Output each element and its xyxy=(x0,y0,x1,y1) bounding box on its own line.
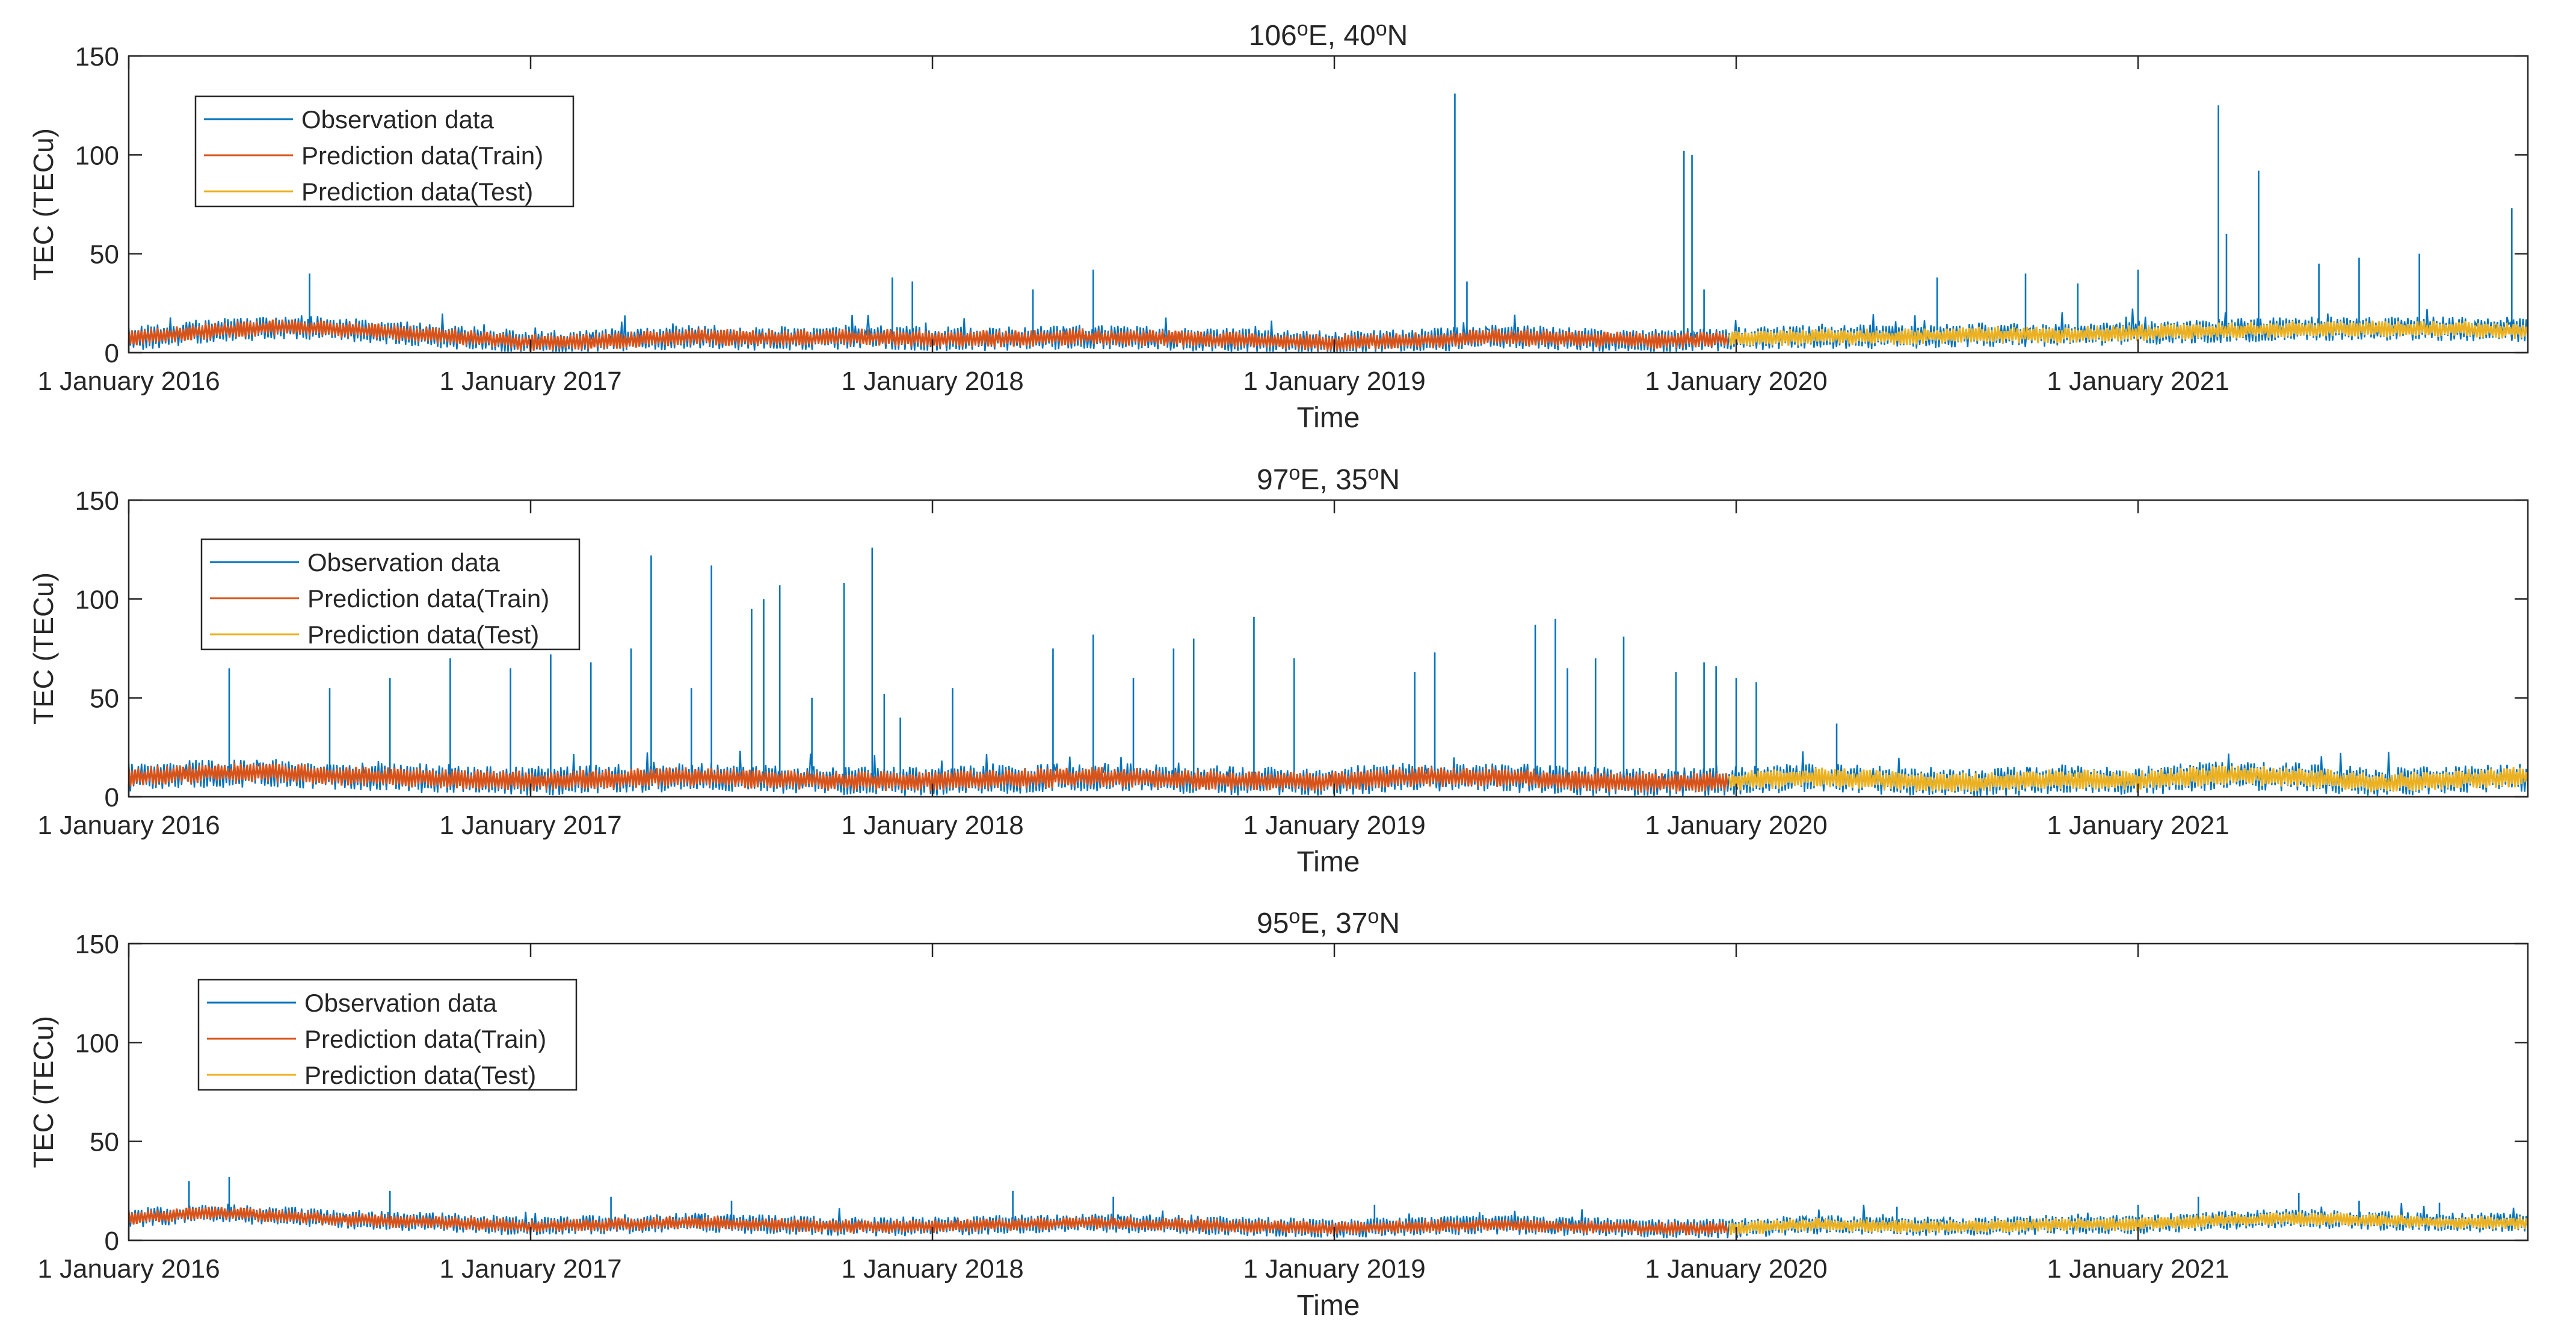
x-tick-label: 1 January 2020 xyxy=(1645,367,1827,396)
x-axis-label: Time xyxy=(1297,1290,1360,1322)
y-axis-label: TEC (TECu) xyxy=(28,572,59,725)
y-tick-label: 150 xyxy=(75,486,119,516)
x-tick-label: 1 January 2020 xyxy=(1645,811,1827,840)
legend-box xyxy=(197,979,578,1091)
prediction-train-series-line xyxy=(129,1207,1729,1236)
y-tick-label: 50 xyxy=(90,684,119,714)
chart-panel-1: 0 50 100 150 1 January 2016 1 January 2017 1 J… xyxy=(28,17,2529,434)
x-tick-label: 1 January 2018 xyxy=(841,367,1023,396)
chart-panel-2: 0 50 100 150 1 January 2016 1 January 2017 1 J… xyxy=(28,462,2529,878)
legend-label: Prediction data(Train) xyxy=(304,1025,546,1053)
y-tick-label: 50 xyxy=(90,1128,119,1157)
chart-title: 106oE, 40oN xyxy=(1249,17,1408,52)
x-tick-label: 1 January 2019 xyxy=(1243,811,1425,840)
y-tick-label: 50 xyxy=(90,240,119,270)
plot-series-group xyxy=(129,93,2528,352)
x-tick-label: 1 January 2021 xyxy=(2047,1254,2229,1284)
legend-label: Observation data xyxy=(307,548,501,577)
title-text: N xyxy=(1387,20,1408,52)
title-text: E, 37 xyxy=(1300,908,1367,939)
title-text: N xyxy=(1379,464,1400,496)
legend-label: Prediction data(Train) xyxy=(307,584,549,613)
x-tick-label: 1 January 2021 xyxy=(2047,367,2229,396)
title-text: N xyxy=(1379,908,1400,939)
x-axis-label: Time xyxy=(1297,846,1360,878)
legend: Observation data Prediction data(Train) Pr… xyxy=(197,979,578,1091)
x-tick-label: 1 January 2018 xyxy=(841,811,1023,840)
y-tick-label: 0 xyxy=(105,783,119,812)
y-tick-label: 100 xyxy=(75,141,119,170)
legend: Observation data Prediction data(Train) Pr… xyxy=(200,538,581,651)
y-tick-label: 150 xyxy=(75,42,119,72)
title-text: E, 35 xyxy=(1300,464,1367,496)
prediction-test-series-line xyxy=(1728,766,2528,793)
axes-box xyxy=(128,942,2529,1242)
title-degree-superscript: o xyxy=(1289,462,1300,484)
x-tick-label: 1 January 2016 xyxy=(37,367,220,396)
legend-box xyxy=(200,538,581,651)
title-degree-superscript: o xyxy=(1367,462,1379,484)
legend-label: Prediction data(Test) xyxy=(307,620,539,649)
title-degree-superscript: o xyxy=(1376,17,1387,40)
title-degree-superscript: o xyxy=(1289,905,1300,928)
x-tick-label: 1 January 2019 xyxy=(1243,1254,1425,1284)
x-tick-label: 1 January 2016 xyxy=(37,1254,220,1284)
y-tick-label: 0 xyxy=(105,1226,119,1256)
title-text: 95 xyxy=(1257,908,1289,939)
legend-label: Observation data xyxy=(301,105,495,134)
chart-title: 95oE, 37oN xyxy=(1257,905,1400,939)
y-tick-label: 100 xyxy=(75,1028,119,1058)
plot-series-group xyxy=(129,547,2528,796)
title-text: 97 xyxy=(1257,464,1289,496)
y-axis-label: TEC (TECu) xyxy=(28,128,59,280)
y-axis-label: TEC (TECu) xyxy=(28,1016,59,1168)
prediction-train-series-line xyxy=(129,763,1729,793)
title-text: 106 xyxy=(1249,20,1297,52)
prediction-test-series-line xyxy=(1728,320,2528,346)
axes-box xyxy=(128,55,2529,354)
chart-panel-3: 0 50 100 150 1 January 2016 1 January 2017 1 J… xyxy=(28,905,2529,1322)
legend: Observation data Prediction data(Train) Pr… xyxy=(194,95,575,208)
x-axis-label: Time xyxy=(1297,402,1360,434)
legend-label: Prediction data(Train) xyxy=(301,141,543,170)
x-tick-label: 1 January 2017 xyxy=(439,367,621,396)
chart-panels: 0 50 100 150 1 January 2016 1 January 2017 1 J… xyxy=(28,17,2529,1322)
x-tick-label: 1 January 2017 xyxy=(439,811,621,840)
legend-label: Observation data xyxy=(304,989,498,1017)
chart-title: 97oE, 35oN xyxy=(1257,462,1400,496)
y-tick-label: 150 xyxy=(75,930,119,959)
legend-box xyxy=(194,95,575,208)
title-degree-superscript: o xyxy=(1297,17,1308,40)
x-tick-label: 1 January 2018 xyxy=(841,1254,1023,1284)
x-tick-label: 1 January 2021 xyxy=(2047,811,2229,840)
legend-label: Prediction data(Test) xyxy=(304,1061,536,1089)
x-tick-label: 1 January 2017 xyxy=(439,1254,621,1284)
plot-series-group xyxy=(129,1177,2528,1239)
x-tick-label: 1 January 2019 xyxy=(1243,367,1425,396)
title-degree-superscript: o xyxy=(1367,905,1379,928)
title-text: E, 40 xyxy=(1308,20,1376,52)
prediction-test-series-line xyxy=(1728,1211,2528,1236)
y-tick-label: 0 xyxy=(105,339,119,368)
x-tick-label: 1 January 2020 xyxy=(1645,1254,1827,1284)
x-tick-label: 1 January 2016 xyxy=(37,811,220,840)
legend-label: Prediction data(Test) xyxy=(301,178,533,206)
prediction-train-series-line xyxy=(129,319,1729,351)
axes-box xyxy=(128,499,2529,798)
y-tick-label: 100 xyxy=(75,585,119,614)
